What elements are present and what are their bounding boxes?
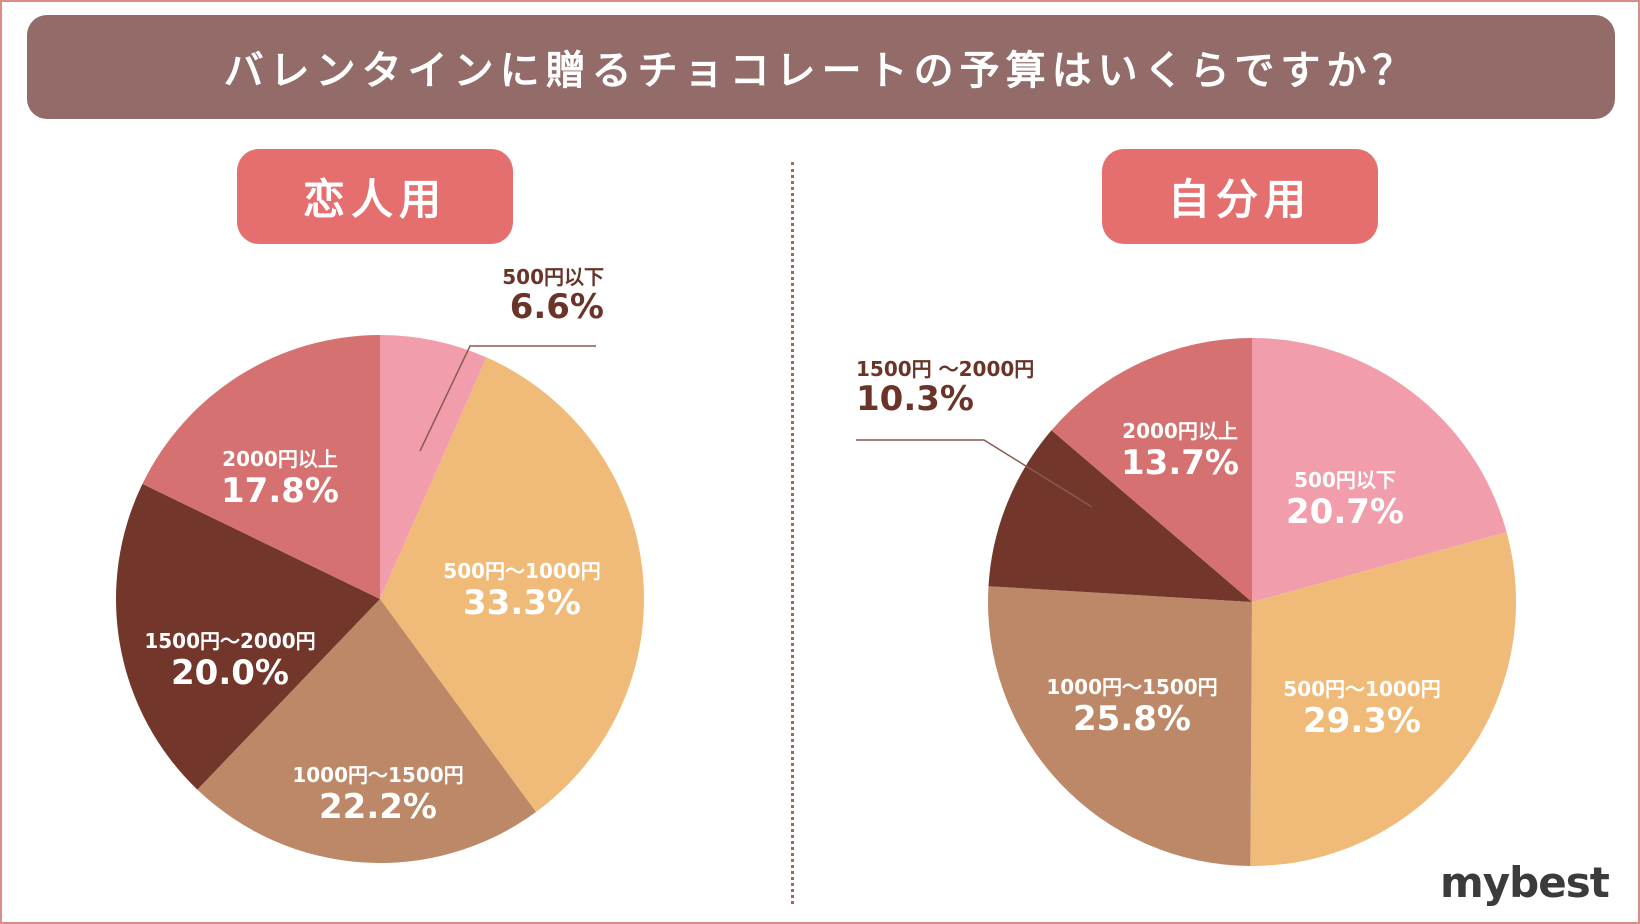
slice-value-partner-1500yen-2000yen: 20.0%: [171, 653, 289, 693]
pie-slice-partner-500yen-under: [380, 335, 487, 599]
pie-slice-self-500yen-under: [1252, 337, 1507, 602]
slice-value-self-1000yen-1500yen: 25.8%: [1073, 699, 1191, 739]
pie-slice-self-1000yen-1500yen: [987, 586, 1252, 866]
pie-slice-partner-500yen-1000yen: [380, 357, 644, 812]
slice-value-self-500yen-1000yen: 29.3%: [1303, 701, 1421, 741]
slice-value-self-500yen-under: 20.7%: [1286, 492, 1404, 532]
slice-label-partner-1000yen-1500yen: 1000円〜1500円: [292, 763, 463, 787]
pie-slice-partner-1500yen-2000yen: [116, 483, 380, 790]
slice-label-partner-500yen-under: 500円以下: [502, 265, 604, 289]
mybest-logo: mybest: [1440, 858, 1610, 907]
pie-slice-self-500yen-1000yen: [1250, 532, 1517, 866]
pie-slice-self-1500yen-2000yen: [988, 430, 1252, 602]
leader-line-partner-500yen-under: [419, 345, 596, 452]
center-divider: [791, 162, 794, 904]
slice-label-partner-1500yen-2000yen: 1500円〜2000円: [144, 629, 315, 653]
slice-label-self-1000yen-1500yen: 1000円〜1500円: [1046, 675, 1217, 699]
slice-label-partner-500yen-1000yen: 500円〜1000円: [443, 559, 600, 583]
slice-label-self-500yen-under: 500円以下: [1294, 468, 1396, 492]
page-title: バレンタインに贈るチョコレートの予算はいくらですか？: [27, 15, 1615, 119]
slice-value-self-1500yen-2000yen: 10.3%: [856, 379, 974, 419]
slice-value-partner-2000yen-over: 17.8%: [221, 471, 339, 511]
slice-label-self-500yen-1000yen: 500円〜1000円: [1283, 677, 1440, 701]
slice-value-partner-1000yen-1500yen: 22.2%: [319, 787, 437, 827]
chart-title-self: 自分用: [1102, 149, 1378, 244]
slice-label-self-1500yen-2000yen: 1500円 〜2000円: [856, 357, 1034, 381]
slice-value-self-2000yen-over: 13.7%: [1121, 443, 1239, 483]
slice-label-partner-2000yen-over: 2000円以上: [222, 447, 338, 471]
pie-slice-partner-2000yen-over: [142, 335, 380, 599]
slice-value-partner-500yen-1000yen: 33.3%: [463, 583, 581, 623]
pie-slice-partner-1000yen-1500yen: [197, 599, 536, 863]
chart-title-partner: 恋人用: [237, 149, 513, 244]
slice-value-partner-500yen-under: 6.6%: [510, 287, 604, 327]
leader-line-self-1500yen-2000yen: [856, 439, 1093, 508]
pie-slice-self-2000yen-over: [1051, 338, 1252, 602]
slice-label-self-2000yen-over: 2000円以上: [1122, 419, 1238, 443]
